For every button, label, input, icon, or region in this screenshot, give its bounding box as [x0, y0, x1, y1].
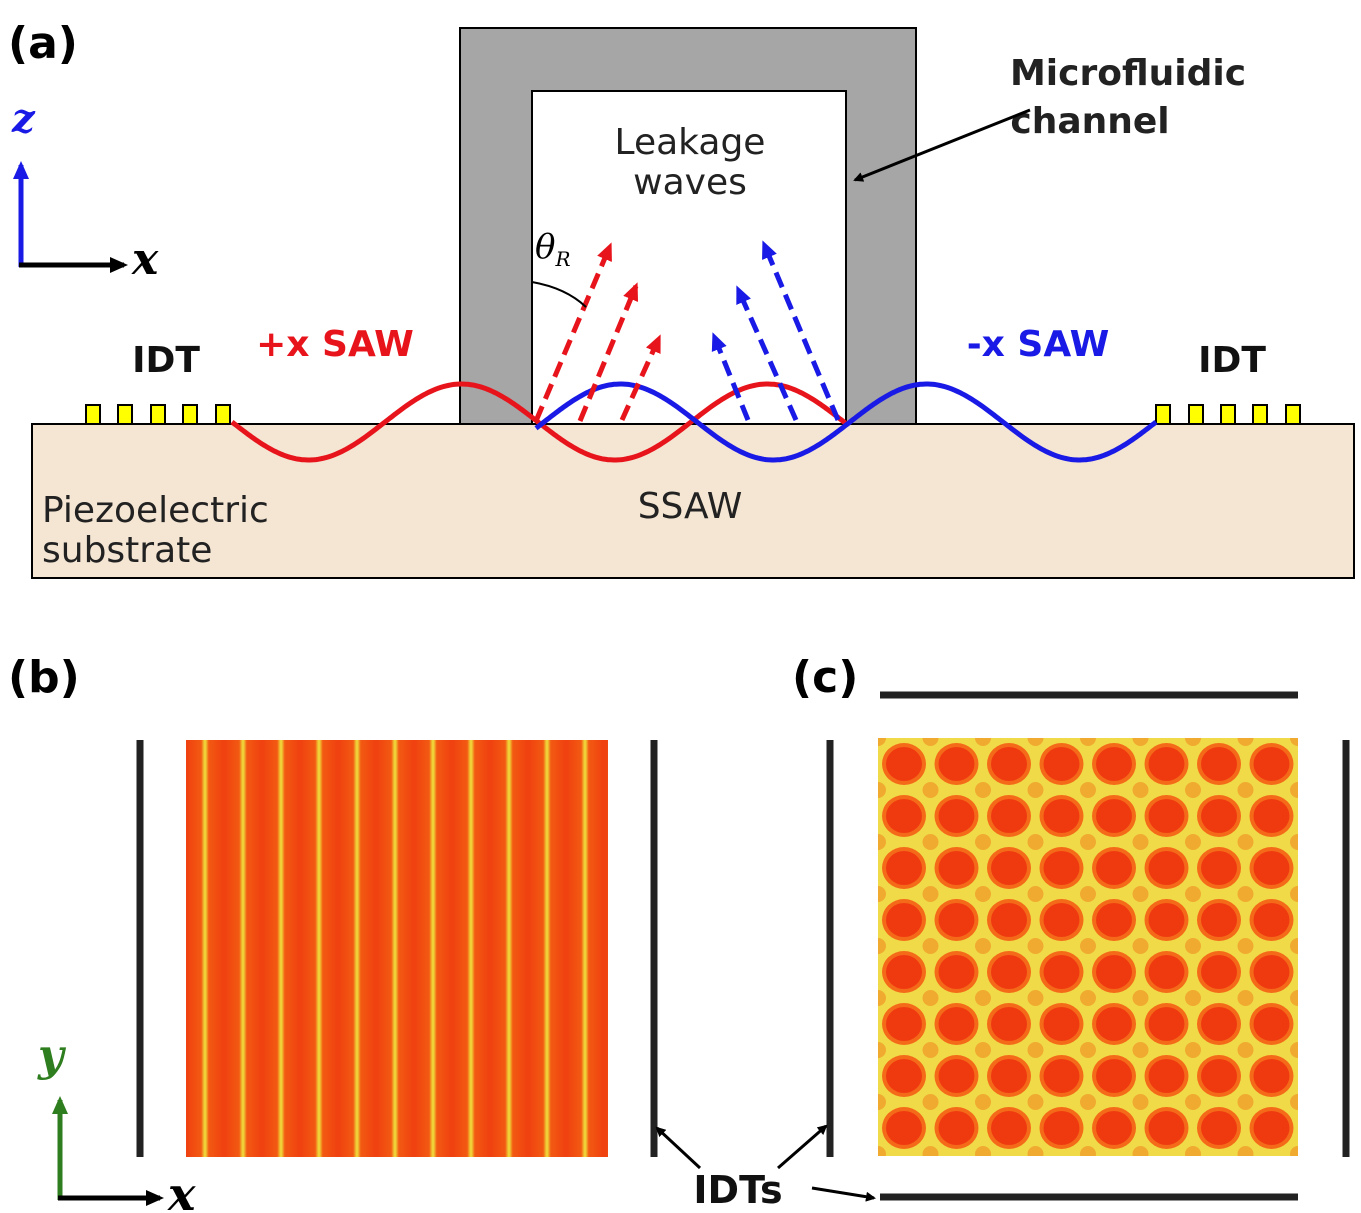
y-axis-label: y	[37, 1030, 67, 1081]
field-map-2d-standing-wave	[878, 738, 1298, 1156]
idts-pointer-c-bottom	[811, 1186, 876, 1202]
idt-right-fingers	[1155, 404, 1301, 425]
leakage-waves-label: Leakage waves	[615, 122, 766, 203]
idt-right-label: IDT	[1198, 340, 1266, 381]
theta-subscript: R	[554, 247, 570, 271]
substrate-label-line1: Piezoelectric	[42, 490, 269, 531]
leakage-arrow-blue-3	[761, 240, 841, 421]
x-axis-label: x	[131, 234, 159, 285]
z-axis-label: z	[11, 95, 36, 142]
panel-label-c: (c)	[792, 652, 858, 703]
x-axis-label-b: x	[167, 1167, 196, 1213]
ssaw-label: SSAW	[638, 486, 743, 527]
microfluidic-channel-label-line2: channel	[1010, 101, 1169, 142]
theta-label: θR	[535, 227, 571, 271]
channel-interior	[531, 90, 847, 425]
theta-angle-arc	[531, 281, 587, 308]
idts-pointer-b	[655, 1126, 702, 1170]
microfluidic-channel-label-line1: Microfluidic	[1010, 53, 1246, 94]
panel-label-a: (a)	[8, 18, 78, 69]
leakage-arrow-blue-1	[711, 332, 751, 421]
microfluidic-channel-label: Microfluidic channel	[1010, 53, 1246, 142]
idt-left-label: IDT	[132, 340, 200, 381]
idts-pointer-c-left	[777, 1124, 828, 1170]
idt-left-fingers	[85, 404, 231, 425]
substrate-label-line2: substrate	[42, 530, 212, 571]
minus-x-saw-label: -x SAW	[967, 324, 1110, 365]
leakage-arrow-red-1	[533, 242, 613, 422]
piezoelectric-substrate	[31, 423, 1355, 579]
leakage-waves-line1: Leakage	[615, 122, 766, 163]
panel-label-b: (b)	[8, 652, 80, 703]
substrate-label: Piezoelectric substrate	[42, 490, 269, 571]
leakage-arrow-red-3	[619, 334, 662, 422]
leakage-arrow-red-2	[577, 282, 639, 422]
theta-symbol: θ	[535, 227, 555, 267]
idts-label: IDTs	[693, 1168, 782, 1212]
field-map-1d-standing-wave	[186, 740, 608, 1157]
leakage-waves-line2: waves	[633, 162, 747, 203]
plus-x-saw-label: +x SAW	[256, 324, 414, 365]
channel-pointer-arrow	[853, 108, 1031, 182]
